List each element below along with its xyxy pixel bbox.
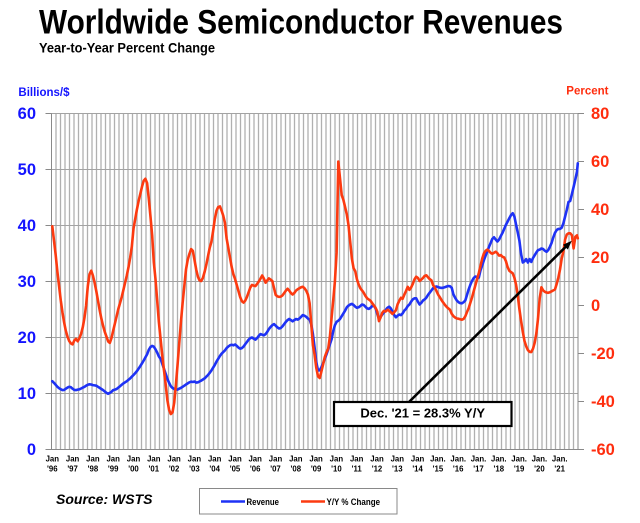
svg-text:60: 60 bbox=[591, 153, 609, 171]
svg-text:10: 10 bbox=[18, 385, 36, 403]
svg-text:Jan.: Jan. bbox=[430, 455, 446, 464]
svg-text:Jan: Jan bbox=[46, 455, 60, 464]
svg-text:Jan: Jan bbox=[86, 455, 100, 464]
svg-text:'13: '13 bbox=[392, 465, 403, 474]
svg-text:'96: '96 bbox=[47, 465, 58, 474]
svg-text:50: 50 bbox=[18, 161, 36, 179]
svg-text:'01: '01 bbox=[149, 465, 160, 474]
svg-text:'00: '00 bbox=[128, 465, 139, 474]
svg-text:Year-to-Year Percent Change: Year-to-Year Percent Change bbox=[39, 41, 215, 56]
svg-text:0: 0 bbox=[591, 297, 600, 315]
svg-text:Jan: Jan bbox=[66, 455, 80, 464]
svg-text:'03: '03 bbox=[189, 465, 200, 474]
svg-text:Jan: Jan bbox=[411, 455, 425, 464]
svg-text:Billions/$: Billions/$ bbox=[18, 87, 70, 99]
svg-text:20: 20 bbox=[18, 329, 36, 347]
svg-text:40: 40 bbox=[591, 201, 609, 219]
svg-text:'02: '02 bbox=[169, 465, 180, 474]
svg-text:Jan: Jan bbox=[269, 455, 283, 464]
svg-text:Dec. '21 = 28.3% Y/Y: Dec. '21 = 28.3% Y/Y bbox=[360, 406, 485, 421]
svg-text:Jan: Jan bbox=[167, 455, 181, 464]
svg-text:20: 20 bbox=[591, 249, 609, 267]
svg-text:'07: '07 bbox=[270, 465, 281, 474]
svg-text:40: 40 bbox=[18, 217, 36, 235]
svg-text:0: 0 bbox=[27, 441, 36, 459]
svg-text:'15: '15 bbox=[433, 465, 444, 474]
svg-text:'09: '09 bbox=[311, 465, 322, 474]
svg-text:Worldwide Semiconductor Revenu: Worldwide Semiconductor Revenues bbox=[39, 4, 563, 42]
svg-text:Jan: Jan bbox=[127, 455, 141, 464]
svg-text:Jan.: Jan. bbox=[450, 455, 466, 464]
svg-text:30: 30 bbox=[18, 273, 36, 291]
svg-text:Jan.: Jan. bbox=[471, 455, 487, 464]
svg-text:'98: '98 bbox=[88, 465, 99, 474]
svg-text:Y/Y % Change: Y/Y % Change bbox=[327, 497, 381, 508]
svg-text:'05: '05 bbox=[230, 465, 241, 474]
svg-text:Jan: Jan bbox=[208, 455, 222, 464]
svg-text:Jan: Jan bbox=[289, 455, 303, 464]
svg-text:'20: '20 bbox=[534, 465, 545, 474]
svg-text:'12: '12 bbox=[372, 465, 383, 474]
svg-text:'11: '11 bbox=[352, 465, 363, 474]
svg-text:Jan: Jan bbox=[228, 455, 242, 464]
svg-text:Percent: Percent bbox=[566, 86, 608, 98]
svg-text:-40: -40 bbox=[591, 393, 615, 411]
svg-text:'99: '99 bbox=[108, 465, 119, 474]
svg-text:'18: '18 bbox=[494, 465, 505, 474]
svg-text:'16: '16 bbox=[453, 465, 464, 474]
svg-text:Jan: Jan bbox=[309, 455, 323, 464]
svg-text:-60: -60 bbox=[591, 441, 615, 459]
svg-text:Jan: Jan bbox=[248, 455, 262, 464]
svg-text:'06: '06 bbox=[250, 465, 261, 474]
svg-text:Jan.: Jan. bbox=[552, 455, 568, 464]
svg-text:Revenue: Revenue bbox=[247, 497, 280, 508]
svg-text:'21: '21 bbox=[554, 465, 565, 474]
svg-text:80: 80 bbox=[591, 105, 609, 123]
svg-text:Jan: Jan bbox=[391, 455, 405, 464]
svg-text:Jan.: Jan. bbox=[491, 455, 507, 464]
svg-text:'14: '14 bbox=[412, 465, 423, 474]
svg-text:'19: '19 bbox=[514, 465, 525, 474]
svg-text:Jan: Jan bbox=[370, 455, 384, 464]
svg-text:'10: '10 bbox=[331, 465, 342, 474]
svg-text:Source: WSTS: Source: WSTS bbox=[56, 491, 153, 507]
svg-text:-20: -20 bbox=[591, 345, 615, 363]
svg-text:Jan: Jan bbox=[350, 455, 364, 464]
svg-text:Jan: Jan bbox=[106, 455, 120, 464]
svg-text:Jan: Jan bbox=[188, 455, 202, 464]
svg-text:'08: '08 bbox=[291, 465, 302, 474]
svg-text:Jan.: Jan. bbox=[532, 455, 548, 464]
svg-text:'04: '04 bbox=[209, 465, 220, 474]
svg-text:'17: '17 bbox=[473, 465, 484, 474]
svg-text:Jan: Jan bbox=[147, 455, 161, 464]
svg-text:Jan: Jan bbox=[330, 455, 344, 464]
svg-text:'97: '97 bbox=[67, 465, 78, 474]
svg-text:60: 60 bbox=[18, 105, 36, 123]
svg-text:Jan.: Jan. bbox=[511, 455, 527, 464]
